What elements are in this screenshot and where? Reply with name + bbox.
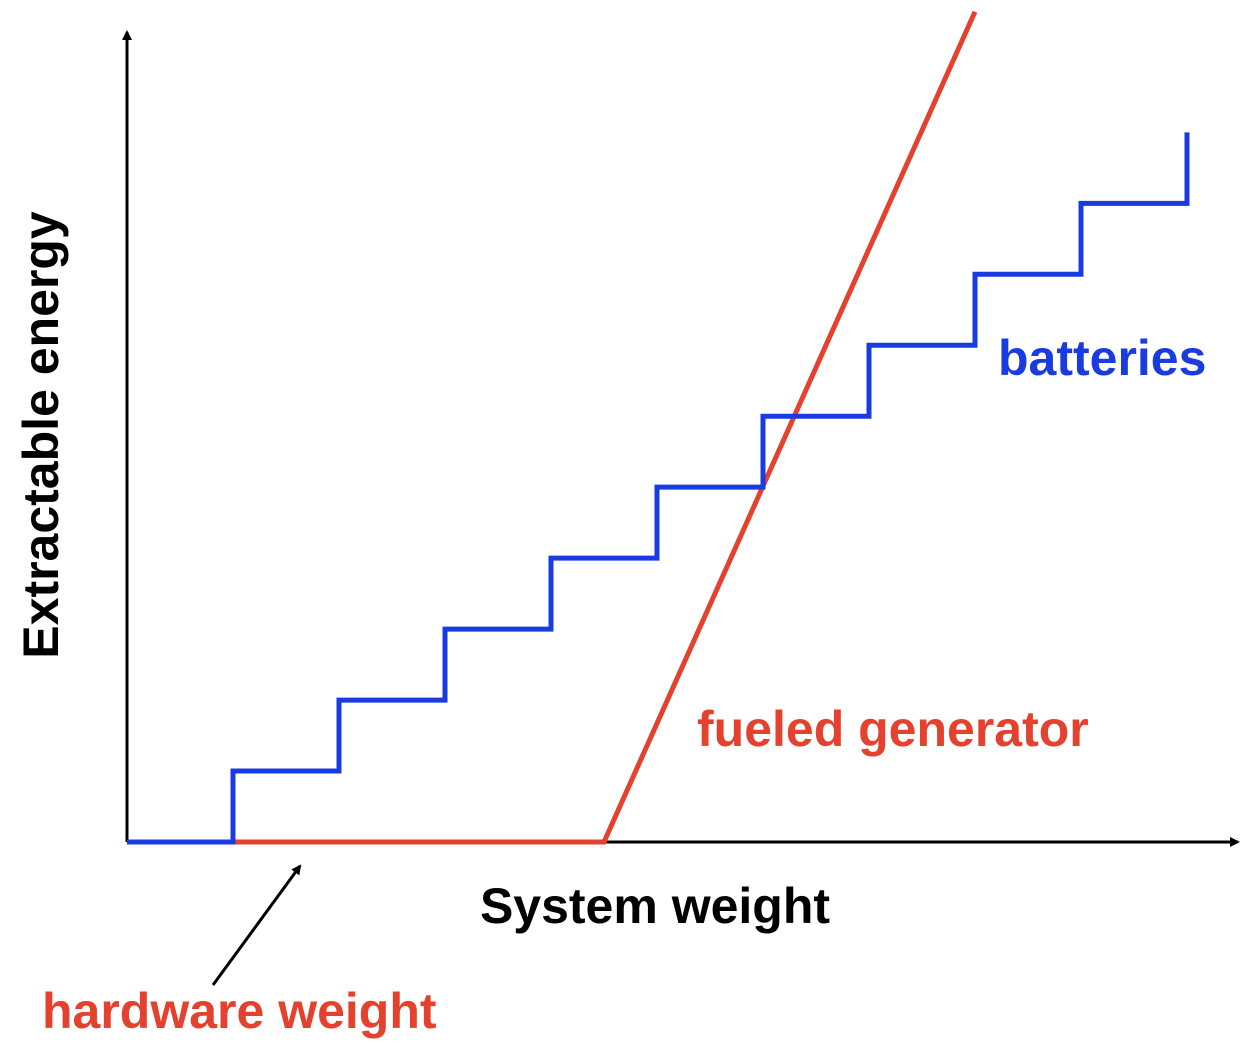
series-line [127,10,978,845]
series-label: fueled generator [697,701,1089,757]
annotation-arrow [211,864,302,986]
annotation: hardware weight [42,983,437,1039]
series-line [127,132,1190,845]
series-label: batteries [998,330,1206,386]
y-axis-label: Extractable energy [13,211,69,659]
x-axis-label: System weight [480,878,830,934]
